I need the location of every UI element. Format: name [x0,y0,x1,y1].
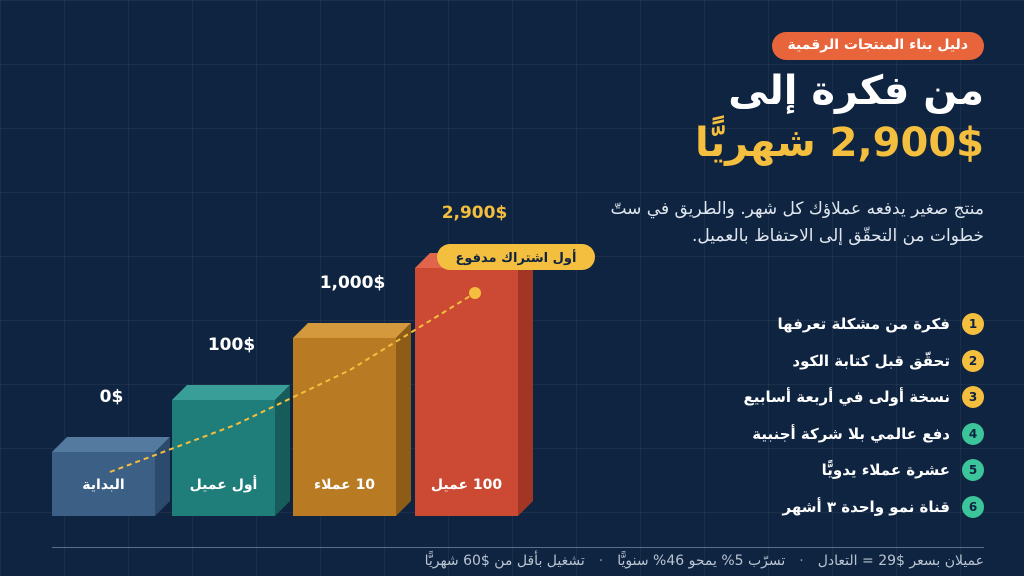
amount-label: 2,900$ [442,203,508,223]
separator: · [598,553,604,569]
step: 5 عشرة عملاء يدويًّا [684,452,984,489]
footer: عميلان بسعر $29 = التعادل · تسرّب 5% يمحو … [425,553,984,569]
step-number: 4 [962,422,984,445]
bar-side [275,385,290,516]
bar-side [155,437,170,516]
step-number: 3 [962,386,984,409]
description: منتج صغير يدفعه عملاؤك كل شهر. والطريق ف… [610,199,984,246]
step-text: نسخة أولى في أربعة أسابيع [743,388,950,407]
step-number: 2 [962,349,984,372]
bar-label: أول عميل [190,475,258,493]
step-number: 1 [962,313,984,336]
step: 2 تحقّق قبل كتابة الكود [684,343,984,380]
step: 3 نسخة أولى في أربعة أسابيع [684,379,984,416]
step-number: 5 [962,459,984,482]
bar-label: 100 عميل [431,477,503,493]
callout-bg [437,244,595,270]
amount-label: 0$ [100,387,124,407]
divider [52,547,984,548]
step-text: تحقّق قبل كتابة الكود [792,351,950,370]
step-number: 6 [962,495,984,518]
step-text: قناة نمو واحدة ٣ أشهر [782,497,950,516]
bar-front [415,268,518,516]
bar-top [293,323,411,338]
footer-item: تسرّب 5% يمحو 46% سنويًّا [617,553,786,569]
trend-line [109,292,476,473]
amount-label: 1,000$ [320,273,386,293]
trend-dot [469,287,481,299]
tag: دليل بناء المنتجات الرقمية [771,32,984,60]
steps: 1 فكرة من مشكلة تعرفها 2 تحقّق قبل كتابة ال… [684,306,984,525]
amount-label: 100$ [208,335,255,355]
bar-top [172,385,290,400]
bar-label: 10 عملاء [314,477,375,493]
step: 4 دفع عالمي بلا شركة أجنبية [684,416,984,453]
step: 1 فكرة من مشكلة تعرفها [684,306,984,343]
footer-item: تشغيل بأقل من $60 شهريًّا [424,553,585,569]
title-line: من فكرة إلى [728,68,984,114]
step: 6 قناة نمو واحدة ٣ أشهر [684,489,984,526]
bar-front [293,338,396,516]
step-text: دفع عالمي بلا شركة أجنبية [752,424,950,443]
growth-diagram: البداية 0$ أول عميل 100$ 10 عملاء 1,000$ 100 ع… [52,203,595,516]
bar-front [172,400,275,516]
bar-top [52,437,170,452]
bar-label: البداية [82,477,124,493]
title-line: 2,900$ شهريًّا [695,120,984,166]
bar-front [52,452,155,516]
step-text: فكرة من مشكلة تعرفها [777,315,950,334]
step-text: عشرة عملاء يدويًّا [821,461,950,480]
bar-side [396,323,411,516]
bar-side [518,253,533,516]
callout: أول اشتراك مدفوع [456,249,577,266]
separator: · [799,553,804,569]
footer-item: عميلان بسعر $29 = التعادل [817,553,984,569]
